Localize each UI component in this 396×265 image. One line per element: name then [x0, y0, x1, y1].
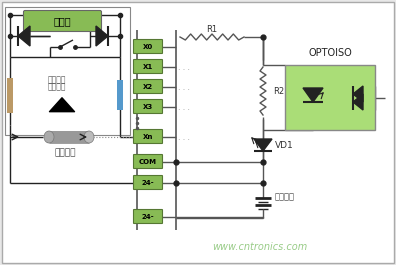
Ellipse shape [44, 131, 54, 143]
Text: www.cntronics.com: www.cntronics.com [212, 242, 308, 252]
Bar [5, 7, 130, 135]
FancyBboxPatch shape [133, 175, 162, 189]
FancyBboxPatch shape [133, 99, 162, 113]
Text: R1: R1 [206, 24, 217, 33]
FancyArrowPatch shape [50, 98, 74, 112]
Bar [285, 65, 375, 130]
Ellipse shape [84, 131, 94, 143]
Polygon shape [254, 139, 272, 151]
Text: 主电路: 主电路 [54, 16, 71, 26]
Text: COM: COM [139, 159, 157, 165]
Text: Xn: Xn [143, 134, 153, 140]
Text: 直流两线: 直流两线 [48, 76, 66, 85]
FancyBboxPatch shape [133, 60, 162, 73]
FancyBboxPatch shape [23, 11, 101, 32]
FancyBboxPatch shape [133, 210, 162, 223]
Polygon shape [353, 86, 363, 102]
Text: 24-: 24- [142, 214, 154, 220]
Polygon shape [303, 88, 323, 102]
Bar [47, 131, 89, 143]
Text: . . .: . . . [178, 63, 190, 72]
Text: 内置电源: 内置电源 [275, 192, 295, 201]
Text: R2: R2 [273, 86, 284, 95]
Text: X0: X0 [143, 44, 153, 50]
FancyBboxPatch shape [133, 80, 162, 94]
Text: X2: X2 [143, 84, 153, 90]
Polygon shape [18, 26, 30, 46]
Text: OPTOISO: OPTOISO [308, 48, 352, 58]
FancyBboxPatch shape [133, 39, 162, 54]
Text: 24-: 24- [142, 180, 154, 186]
Text: X1: X1 [143, 64, 153, 70]
FancyBboxPatch shape [133, 130, 162, 144]
Text: . . .: . . . [178, 132, 190, 142]
Polygon shape [353, 94, 363, 110]
Text: 接近开关: 接近开关 [48, 82, 66, 91]
Text: 外置电源: 外置电源 [54, 148, 76, 157]
Text: X3: X3 [143, 104, 153, 110]
Text: . . .: . . . [178, 82, 190, 91]
FancyBboxPatch shape [133, 154, 162, 169]
Bar [117, 80, 123, 110]
Bar [7, 78, 13, 113]
Text: VD1: VD1 [275, 140, 294, 149]
Text: . . .: . . . [178, 103, 190, 112]
Polygon shape [96, 26, 108, 46]
